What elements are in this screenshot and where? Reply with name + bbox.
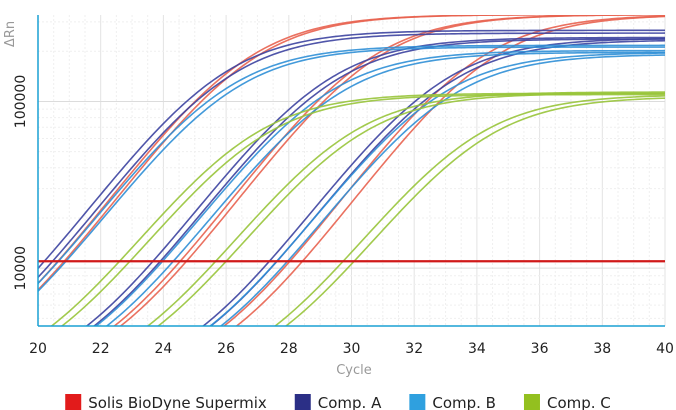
amplification-curve-line xyxy=(38,46,665,292)
x-tick-label: 20 xyxy=(29,341,47,357)
amplification-curve-line xyxy=(38,15,665,291)
legend: Solis BioDyne Supermix Comp. A Comp. B Comp… xyxy=(65,394,611,410)
amplification-curve-line xyxy=(38,15,665,284)
x-tick-label: 40 xyxy=(656,341,674,357)
amplification-curve-line xyxy=(119,15,665,326)
amplification-curve-line xyxy=(105,51,665,326)
amplification-curve-line xyxy=(208,52,665,326)
amplification-curve-line xyxy=(156,92,665,326)
legend-item: Comp. C xyxy=(523,394,611,410)
amplification-curve-line xyxy=(201,37,665,326)
axes xyxy=(37,15,665,327)
y-tick-label: 100000 xyxy=(13,75,29,128)
legend-label: Comp. C xyxy=(547,394,611,410)
legend-item: Solis BioDyne Supermix xyxy=(65,394,267,410)
y-axis-title: ΔRn xyxy=(3,21,18,47)
grid xyxy=(37,15,666,326)
x-tick-label: 32 xyxy=(405,341,423,357)
amplification-curve-line xyxy=(38,32,665,278)
amplification-curve-line xyxy=(219,54,665,326)
amplification-curve-line xyxy=(235,15,665,326)
series-3 xyxy=(38,44,665,326)
legend-swatch xyxy=(65,394,82,410)
legend-label: Solis BioDyne Supermix xyxy=(88,394,267,410)
amplification-curve-line xyxy=(94,49,665,326)
x-tick-label: 38 xyxy=(593,341,611,357)
amplification-curve-line xyxy=(85,36,665,326)
legend-item: Comp. A xyxy=(294,394,382,410)
legend-label: Comp. A xyxy=(318,394,382,410)
x-tick-label: 34 xyxy=(468,341,486,357)
x-axis-ticks: 20 22 24 26 28 30 32 34 36 38 40 xyxy=(29,341,674,357)
legend-item: Comp. B xyxy=(409,394,496,410)
x-tick-label: 28 xyxy=(280,341,298,357)
amplification-curve-line xyxy=(38,44,665,285)
x-axis-title: Cycle xyxy=(336,363,372,378)
legend-swatch xyxy=(409,394,426,410)
series-4 xyxy=(50,91,665,326)
x-tick-label: 30 xyxy=(343,341,361,357)
amplification-curve-line xyxy=(284,97,665,326)
x-tick-label: 36 xyxy=(531,341,549,357)
x-tick-label: 22 xyxy=(92,341,110,357)
y-tick-label: 10000 xyxy=(13,246,29,291)
x-tick-label: 24 xyxy=(154,341,172,357)
legend-swatch xyxy=(294,394,311,410)
amplification-curves xyxy=(38,15,665,326)
x-tick-label: 26 xyxy=(217,341,235,357)
amplification-curve-line xyxy=(146,91,665,326)
amplification-curve-line xyxy=(273,95,665,326)
y-axis-ticks: 10000 100000 xyxy=(13,75,29,291)
amplification-curve-line xyxy=(38,29,665,269)
legend-label: Comp. B xyxy=(432,394,496,410)
legend-swatch xyxy=(523,394,540,410)
amplification-curve-line xyxy=(92,38,665,326)
